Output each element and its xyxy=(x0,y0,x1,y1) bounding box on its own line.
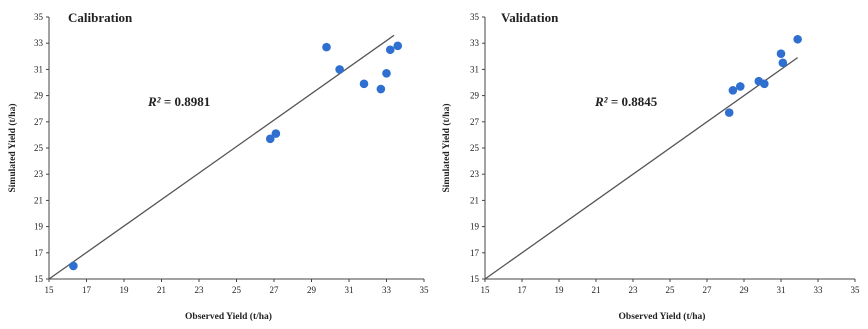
data-point xyxy=(736,82,745,91)
data-point xyxy=(69,261,78,271)
x-tick-label: 17 xyxy=(518,285,528,295)
y-tick-label: 25 xyxy=(470,143,480,153)
y-tick-label: 31 xyxy=(34,64,43,74)
y-tick-label: 35 xyxy=(470,12,480,22)
panel-title: Validation xyxy=(501,10,559,25)
chart-panel-calibration: 15 17 19 21 23 25 27 29 31 33 35 15 17 19 21 23 25 27 29 31… xyxy=(7,10,429,322)
y-tick-label: 15 xyxy=(470,274,480,284)
x-tick-label: 19 xyxy=(120,285,130,295)
y-tick-label: 27 xyxy=(34,117,44,127)
y-tick-label: 23 xyxy=(470,169,480,179)
data-point xyxy=(393,41,403,51)
y-tick-label: 17 xyxy=(470,248,480,258)
y-tick-label: 23 xyxy=(34,169,44,179)
x-tick-label: 29 xyxy=(307,285,317,295)
r-squared-symbol: R² xyxy=(147,94,162,109)
x-axis-label: Observed Yield (t/ha) xyxy=(185,311,272,322)
data-point xyxy=(359,79,369,89)
x-tick-label: 15 xyxy=(481,285,491,295)
y-tick-label: 19 xyxy=(34,222,44,232)
x-tick-label: 19 xyxy=(555,285,565,295)
x-axis-label: Observed Yield (t/ha) xyxy=(619,311,706,322)
x-tick-label: 23 xyxy=(195,285,205,295)
data-point xyxy=(382,69,391,78)
y-tick-label: 21 xyxy=(34,195,43,205)
x-tick-label: 27 xyxy=(270,285,280,295)
r-squared-annotation: R² = 0.8981 xyxy=(147,94,210,109)
y-tick-label: 29 xyxy=(34,91,44,101)
y-tick-label: 27 xyxy=(470,117,480,127)
data-point xyxy=(728,86,738,95)
data-point xyxy=(793,34,802,44)
data-point xyxy=(265,134,275,144)
r-squared-value: = 0.8981 xyxy=(161,94,211,109)
y-axis-label: Simulated Yield (t/ha) xyxy=(441,103,452,192)
y-tick-label: 31 xyxy=(470,64,479,74)
r-squared-symbol: R² xyxy=(594,94,609,109)
data-point xyxy=(776,49,786,58)
panel-title: Calibration xyxy=(68,10,133,25)
x-tick-label: 21 xyxy=(157,285,166,295)
data-point xyxy=(271,129,281,138)
data-point xyxy=(335,65,344,74)
x-tick-label: 17 xyxy=(82,285,92,295)
r-squared-annotation: R² = 0.8845 xyxy=(594,94,658,109)
data-point xyxy=(760,79,769,89)
x-tick-label: 33 xyxy=(814,285,824,295)
x-tick-label: 27 xyxy=(703,285,713,295)
x-tick-label: 25 xyxy=(232,285,242,295)
data-point xyxy=(322,42,331,52)
y-tick-label: 19 xyxy=(470,222,480,232)
y-axis-label: Simulated Yield (t/ha) xyxy=(7,103,18,192)
x-tick-label: 35 xyxy=(420,285,430,295)
x-tick-label: 21 xyxy=(592,285,601,295)
chart-panel-validation: 15 17 19 21 23 25 27 29 31 33 35 15 17 19 21 23 25 27 29 31… xyxy=(441,10,860,322)
x-tick-label: 35 xyxy=(851,285,861,295)
y-tick-label: 21 xyxy=(470,195,479,205)
data-point xyxy=(778,58,788,68)
x-tick-label: 25 xyxy=(666,285,676,295)
x-tick-label: 31 xyxy=(777,285,786,295)
x-tick-label: 29 xyxy=(740,285,750,295)
x-tick-label: 15 xyxy=(45,285,55,295)
data-point xyxy=(385,45,395,55)
data-point xyxy=(376,84,386,94)
trend-line xyxy=(484,57,799,280)
y-tick-label: 25 xyxy=(34,143,44,153)
y-tick-label: 29 xyxy=(470,91,480,101)
r-squared-value: = 0.8845 xyxy=(608,94,658,109)
trend-line xyxy=(48,34,395,280)
y-tick-label: 15 xyxy=(34,274,44,284)
x-tick-label: 23 xyxy=(629,285,639,295)
data-point xyxy=(724,108,734,117)
y-tick-label: 33 xyxy=(34,38,44,48)
x-tick-label: 33 xyxy=(382,285,392,295)
y-tick-label: 33 xyxy=(470,38,480,48)
x-tick-label: 31 xyxy=(345,285,354,295)
y-tick-label: 35 xyxy=(34,12,44,22)
y-tick-label: 17 xyxy=(34,248,44,258)
